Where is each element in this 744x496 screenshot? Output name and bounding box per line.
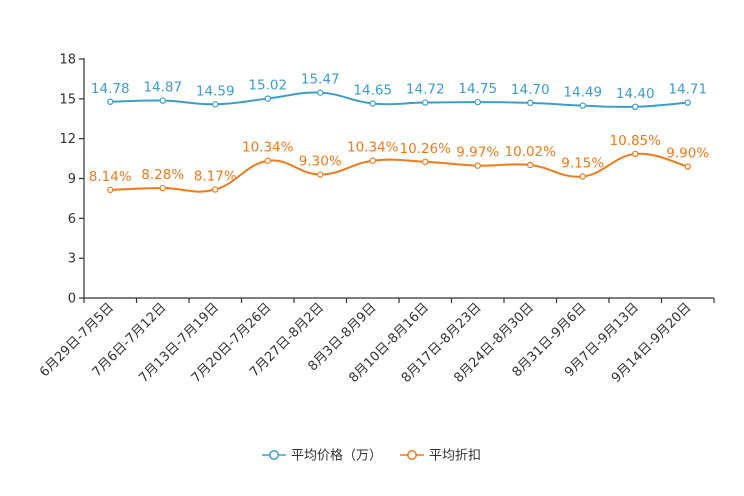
data-label: 14.65: [353, 82, 392, 98]
data-label: 9.97%: [456, 145, 499, 161]
y-tick-label: 18: [59, 53, 76, 68]
data-label: 14.49: [563, 85, 602, 101]
data-point[interactable]: [632, 103, 639, 111]
y-tick-label: 9: [68, 172, 76, 187]
data-point[interactable]: [684, 99, 691, 106]
series-line-1: [110, 91, 688, 108]
data-label: 14.59: [196, 83, 235, 99]
y-axis-ticks: 0 3 6 9 12 15 18: [59, 53, 84, 307]
legend-item-2[interactable]: 平均折扣: [400, 449, 481, 464]
legend-label: 平均价格（万）: [291, 448, 382, 464]
data-label: 10.34%: [347, 140, 399, 156]
data-point[interactable]: [317, 89, 324, 96]
data-point[interactable]: [474, 162, 481, 169]
y-tick-label: 3: [68, 252, 76, 267]
data-point[interactable]: [422, 158, 429, 165]
data-label: 10.02%: [505, 144, 557, 160]
data-point[interactable]: [527, 99, 534, 107]
data-point[interactable]: [317, 171, 324, 178]
data-point[interactable]: [369, 100, 376, 107]
data-label: 14.87: [143, 80, 182, 96]
y-tick-label: 15: [59, 92, 76, 107]
data-label: 8.14%: [89, 169, 132, 185]
data-label: 15.02: [248, 78, 287, 94]
data-label: 14.40: [616, 86, 655, 102]
x-axis-ticks: 6月29日-7月5日7月6日-7月12日7月13日-7月19日7月20日-7月2…: [37, 298, 715, 386]
data-point[interactable]: [684, 163, 691, 170]
data-point[interactable]: [369, 157, 376, 164]
y-tick-label: 12: [59, 132, 76, 147]
data-label: 9.90%: [666, 146, 709, 162]
data-label: 14.72: [406, 82, 445, 98]
legend-item-1[interactable]: 平均价格（万）: [262, 448, 382, 464]
data-point[interactable]: [159, 184, 166, 192]
data-point[interactable]: [212, 101, 219, 108]
data-label: 14.71: [668, 82, 707, 98]
legend-label: 平均折扣: [429, 449, 481, 464]
data-label: 14.75: [458, 81, 497, 97]
y-tick-label: 6: [68, 212, 76, 227]
data-label: 8.17%: [194, 169, 237, 185]
data-label: 9.30%: [299, 154, 342, 170]
data-point[interactable]: [264, 95, 271, 102]
legend[interactable]: 平均价格（万） 平均折扣: [262, 448, 481, 464]
legend-swatch-marker: [269, 450, 279, 460]
data-point[interactable]: [264, 157, 271, 164]
data-point[interactable]: [527, 161, 534, 169]
data-point[interactable]: [632, 150, 639, 158]
data-label: 14.78: [91, 81, 130, 97]
data-point[interactable]: [159, 97, 166, 104]
data-label: 9.15%: [561, 156, 604, 172]
data-labels: 14.78 14.87 14.59 15.02 15.47 14.65 14.72 14.75…: [89, 72, 710, 185]
legend-swatch-marker: [407, 450, 417, 460]
data-label: 15.47: [301, 72, 340, 88]
data-point[interactable]: [107, 186, 114, 194]
data-point[interactable]: [422, 99, 429, 106]
series-layer: [107, 89, 691, 194]
data-point[interactable]: [579, 102, 586, 109]
data-label: 10.85%: [610, 133, 662, 149]
data-label: 14.70: [511, 82, 550, 98]
series-line-2: [110, 152, 689, 193]
data-point[interactable]: [474, 98, 481, 106]
data-point[interactable]: [212, 186, 219, 193]
data-point[interactable]: [579, 173, 586, 180]
y-tick-label: 0: [68, 292, 76, 307]
data-label: 10.26%: [400, 141, 452, 157]
data-point[interactable]: [107, 98, 114, 105]
data-label: 8.28%: [141, 167, 184, 183]
data-label: 10.34%: [242, 140, 294, 156]
